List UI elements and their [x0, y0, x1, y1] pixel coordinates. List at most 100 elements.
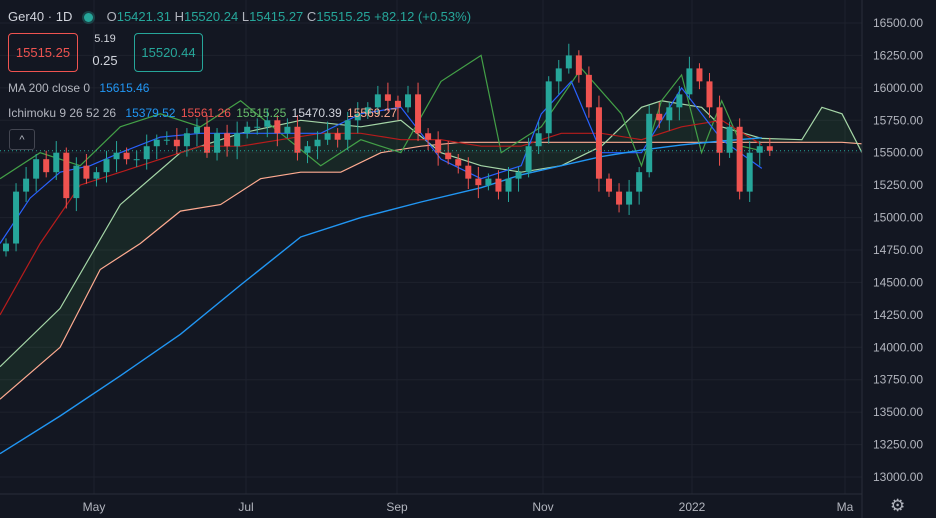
price-tick-label: 16500.00 [873, 16, 923, 30]
interval-label[interactable]: 1D [55, 9, 73, 24]
candle-body [334, 133, 341, 140]
candle-body [83, 165, 90, 179]
sell-button[interactable]: 15515.25 [8, 33, 78, 72]
candle-body [294, 126, 301, 153]
candle-body [656, 113, 663, 121]
price-tick-label: 14500.00 [873, 275, 923, 289]
ichimoku-cloud [0, 100, 862, 400]
price-tick-label: 14250.00 [873, 308, 923, 322]
candle-body [525, 146, 532, 173]
candle-body [475, 178, 482, 186]
change-value: +82.12 (+0.53%) [374, 9, 472, 24]
time-tick-label: Jul [238, 500, 253, 514]
candle-body [756, 146, 763, 153]
candle-body [183, 133, 190, 147]
buy-price: 15520.44 [141, 45, 196, 60]
time-tick-label: 2022 [679, 500, 706, 514]
chart-grid [0, 0, 862, 494]
candle-body [405, 94, 411, 108]
candle-body [73, 165, 80, 199]
price-tick-label: 13750.00 [873, 373, 923, 387]
price-axis-bg [862, 0, 936, 518]
candle-body [495, 178, 502, 192]
lagging-line [0, 54, 762, 180]
low-label: L [241, 9, 250, 24]
high-value: 15520.24 [183, 9, 239, 24]
ma-label: MA 200 close 0 [8, 81, 91, 95]
candle-body [455, 159, 462, 166]
candle-body [63, 152, 70, 199]
candlesticks [3, 43, 773, 257]
candle-body [93, 172, 100, 179]
candle-body [746, 152, 753, 192]
cloud-fill [0, 100, 862, 400]
candle-body [595, 107, 602, 179]
candle-body [53, 152, 60, 173]
candle-body [234, 133, 241, 147]
candle-body [43, 159, 50, 173]
candle-body [696, 68, 703, 82]
candle-body [766, 146, 773, 151]
candle-body [214, 133, 221, 153]
collapse-legend-button[interactable]: ^ [9, 129, 35, 150]
candle-body [686, 68, 693, 95]
candle-body [465, 165, 472, 179]
candle-body [193, 126, 200, 134]
candle-body [636, 172, 643, 192]
price-tick-label: 15250.00 [873, 178, 923, 192]
candle-body [314, 139, 321, 147]
close-label: C [306, 9, 317, 24]
ichimoku-label: Ichimoku 9 26 52 26 [8, 106, 117, 120]
candle-body [676, 94, 683, 108]
candle-body [726, 126, 733, 153]
price-tick-label: 13000.00 [873, 470, 923, 484]
symbol-name[interactable]: Ger40 [8, 9, 45, 24]
candle-body [173, 139, 180, 147]
buy-button[interactable]: 15520.44 [134, 33, 203, 72]
time-tick-label: May [83, 500, 106, 514]
candle-body [324, 133, 331, 140]
candle-body [133, 159, 140, 161]
candle-body [575, 55, 582, 75]
open-label: O [106, 9, 117, 24]
candle-body [284, 126, 291, 134]
ichimoku-leada-value: 15470.39 [291, 106, 342, 120]
candle-body [244, 126, 251, 134]
candle-body [545, 81, 552, 134]
candle-body [374, 94, 381, 108]
time-tick-label: Nov [532, 500, 553, 514]
ichimoku-lagging-value: 15515.25 [236, 106, 287, 120]
candle-body [425, 133, 432, 140]
open-value: 15421.31 [116, 9, 171, 24]
candle-body [304, 146, 311, 153]
lead-b-line [0, 141, 863, 400]
lead-a-line [0, 100, 863, 368]
candle-body [706, 81, 713, 108]
ichimoku-conversion-value: 15379.52 [125, 106, 176, 120]
candle-body [23, 178, 30, 192]
ichimoku-base-value: 15561.26 [180, 106, 231, 120]
candle-body [616, 191, 623, 205]
candle-body [415, 94, 422, 134]
close-value: 15515.25 [316, 9, 371, 24]
price-tick-label: 13500.00 [873, 405, 923, 419]
price-tick-label: 15000.00 [873, 211, 923, 225]
candle-body [646, 113, 653, 173]
candle-body [445, 152, 452, 160]
candle-body [435, 139, 442, 153]
candle-body [103, 159, 110, 173]
candle-body [505, 178, 512, 192]
candle-body [3, 243, 9, 252]
candle-body [254, 126, 261, 128]
high-label: H [174, 9, 184, 24]
candle-body [515, 172, 522, 179]
candle-body [626, 191, 633, 205]
candle-body [354, 113, 361, 121]
gear-icon[interactable]: ⚙ [890, 496, 906, 515]
spread-top: 5.19 [94, 33, 116, 45]
candle-body [13, 191, 20, 244]
ichimoku-legend[interactable]: Ichimoku 9 26 52 26 15379.52 15561.26 15… [8, 106, 397, 120]
ma-legend[interactable]: MA 200 close 0 15615.46 [8, 81, 149, 95]
ma-200-line [0, 137, 762, 455]
